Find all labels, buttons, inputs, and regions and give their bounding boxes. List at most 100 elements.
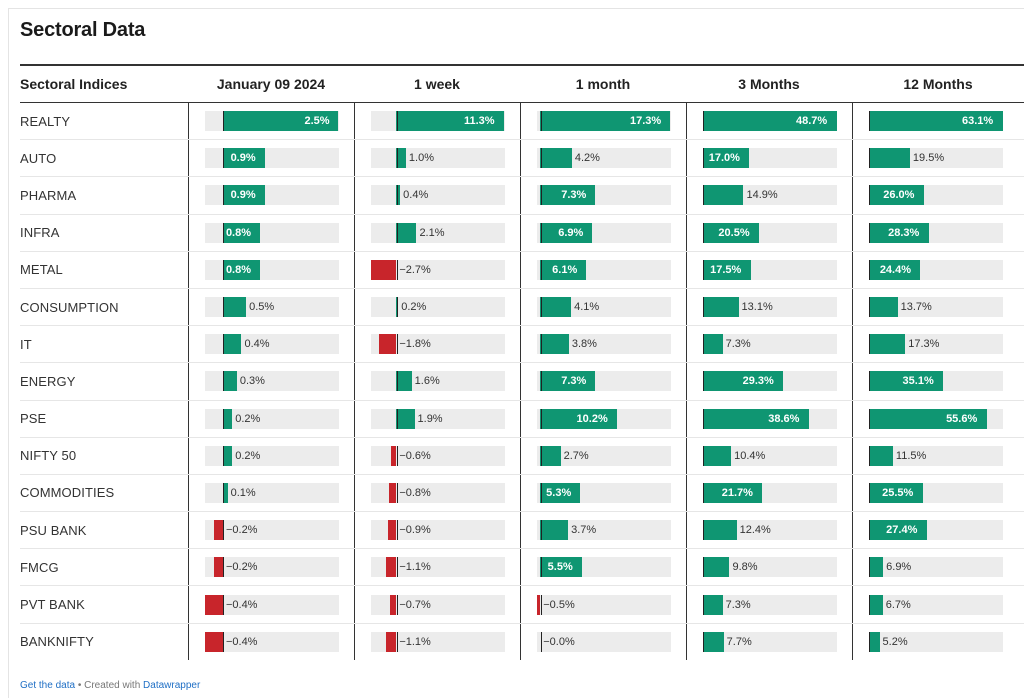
value-label: 0.8% xyxy=(225,263,252,276)
footer: Get the data • Created with Datawrapper xyxy=(20,680,200,691)
table-row: PHARMA 0.9% 0.4% 7.3% 14.9% 26.0% xyxy=(20,176,1024,215)
bar-track: 13.7% xyxy=(868,297,1003,318)
bar-track: −1.8% xyxy=(370,334,505,355)
bar-track: 2.7% xyxy=(536,445,671,466)
bar-mark xyxy=(222,408,233,429)
bar-track: 0.9% xyxy=(204,185,339,206)
value-label: 5.5% xyxy=(547,561,573,574)
bar-mark xyxy=(540,334,569,355)
bar-track: −0.8% xyxy=(370,482,505,503)
value-label: −1.1% xyxy=(399,635,431,648)
zero-baseline xyxy=(540,482,542,503)
bar-mark xyxy=(396,185,401,206)
bar-track: 20.5% xyxy=(702,222,837,243)
zero-baseline xyxy=(702,222,704,243)
bar-cell: 5.5% xyxy=(519,548,686,587)
header-1-month: 1 month xyxy=(520,64,686,103)
value-label: 7.3% xyxy=(725,598,751,611)
bar-cell: 5.2% xyxy=(851,623,1024,660)
bar-mark xyxy=(204,631,223,652)
get-the-data-link[interactable]: Get the data xyxy=(20,680,76,691)
value-label: 7.3% xyxy=(561,189,587,202)
value-label: 3.8% xyxy=(571,338,597,351)
bar-track: 24.4% xyxy=(868,259,1003,280)
value-label: 0.3% xyxy=(239,375,265,388)
bar-cell: 17.5% xyxy=(685,251,852,289)
sector-label-realty: REALTY xyxy=(20,102,188,141)
sector-label-auto: AUTO xyxy=(20,139,188,178)
bar-mark xyxy=(213,557,223,578)
value-label: 14.9% xyxy=(746,189,778,202)
bar-cell: 17.0% xyxy=(685,139,852,178)
bar-mark xyxy=(222,222,260,243)
sector-label-pse: PSE xyxy=(20,400,188,438)
value-label: −0.7% xyxy=(399,598,431,611)
zero-baseline xyxy=(540,148,542,169)
value-label: 6.9% xyxy=(886,561,912,574)
bar-mark xyxy=(868,557,884,578)
bar-cell: 48.7% xyxy=(685,102,852,141)
bar-track: 9.8% xyxy=(702,557,837,578)
value-label: 5.3% xyxy=(546,486,572,499)
zero-baseline xyxy=(702,408,704,429)
bar-track: 0.2% xyxy=(204,445,339,466)
zero-baseline xyxy=(702,445,704,466)
value-label: 48.7% xyxy=(796,115,828,128)
bar-mark xyxy=(702,482,763,503)
bar-mark xyxy=(868,222,929,243)
bar-track: 19.5% xyxy=(868,148,1003,169)
zero-baseline xyxy=(540,297,542,318)
header-12-months: 12 Months xyxy=(852,64,1024,103)
zero-baseline xyxy=(540,371,542,392)
zero-baseline xyxy=(396,520,398,541)
zero-baseline xyxy=(702,297,704,318)
bar-cell: −1.1% xyxy=(353,623,520,660)
value-label: 38.6% xyxy=(768,412,800,425)
zero-baseline xyxy=(540,408,542,429)
datawrapper-link[interactable]: Datawrapper xyxy=(143,680,201,691)
bar-track: 0.3% xyxy=(204,371,339,392)
zero-baseline xyxy=(396,259,398,280)
zero-baseline xyxy=(396,631,398,652)
bar-mark xyxy=(868,371,944,392)
bar-track: −0.4% xyxy=(204,631,339,652)
zero-baseline xyxy=(702,520,704,541)
bar-track: 27.4% xyxy=(868,520,1003,541)
bar-track: −0.5% xyxy=(536,594,671,615)
bar-cell: 35.1% xyxy=(851,362,1024,401)
zero-baseline xyxy=(396,557,398,578)
bar-cell: 2.7% xyxy=(519,437,686,475)
bar-cell: 0.1% xyxy=(187,474,354,513)
bar-mark xyxy=(868,111,1003,132)
bar-track: 0.4% xyxy=(204,334,339,355)
zero-baseline xyxy=(868,371,870,392)
value-label: −1.1% xyxy=(399,561,431,574)
zero-baseline xyxy=(868,482,870,503)
value-label: 2.1% xyxy=(419,226,445,239)
sector-label-pharma: PHARMA xyxy=(20,176,188,215)
value-label: 0.2% xyxy=(401,301,427,314)
bar-track: 2.1% xyxy=(370,222,505,243)
bar-track: 28.3% xyxy=(868,222,1003,243)
table-body: REALTY 2.5% 11.3% 17.3% 48.7% 63.1% AUTO 0.9% 1.… xyxy=(20,102,1024,660)
value-label: 4.1% xyxy=(574,301,600,314)
bar-cell: −0.0% xyxy=(519,623,686,660)
value-label: 27.4% xyxy=(886,524,918,537)
bar-mark xyxy=(702,631,724,652)
zero-baseline xyxy=(868,185,870,206)
bar-track: 2.5% xyxy=(204,111,339,132)
bar-track: 6.9% xyxy=(536,222,671,243)
bar-cell: 9.8% xyxy=(685,548,852,587)
zero-baseline xyxy=(702,111,704,132)
footer-separator: • xyxy=(77,680,82,691)
bar-track: −0.9% xyxy=(370,520,505,541)
value-label: −0.4% xyxy=(225,635,258,648)
zero-baseline xyxy=(222,557,224,578)
bar-mark xyxy=(702,185,744,206)
bar-mark xyxy=(536,594,541,615)
zero-baseline xyxy=(396,594,398,615)
zero-baseline xyxy=(702,557,704,578)
bar-cell: 28.3% xyxy=(851,214,1024,252)
value-label: −0.9% xyxy=(399,524,431,537)
value-label: −2.7% xyxy=(399,263,431,276)
